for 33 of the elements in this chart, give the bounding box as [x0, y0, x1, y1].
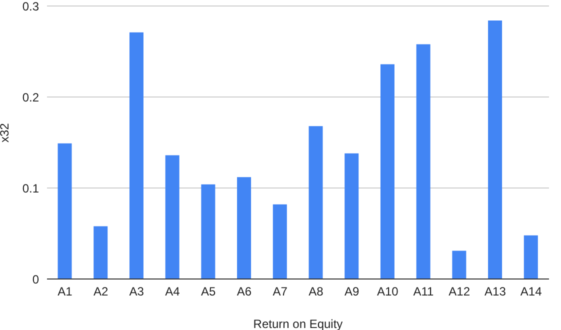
bar: [58, 143, 72, 279]
y-axis-title: x32: [0, 122, 12, 142]
x-tick-label: A14: [520, 284, 542, 299]
x-tick-label: A8: [308, 284, 324, 299]
bar: [488, 20, 502, 279]
y-tick-label: 0.1: [22, 181, 40, 196]
x-tick-label: A12: [448, 284, 470, 299]
bar: [452, 250, 466, 279]
bar: [272, 204, 287, 279]
x-tick-label: A7: [272, 284, 288, 299]
bar: [344, 153, 359, 279]
bar: [380, 64, 394, 279]
x-tick-label: A11: [413, 284, 434, 299]
bar: [94, 226, 108, 279]
x-tick-label: A1: [58, 284, 73, 299]
y-tick-label: 0: [32, 272, 40, 286]
x-tick-label: A3: [129, 284, 144, 299]
bar: [129, 32, 144, 279]
x-tick-label: A4: [165, 284, 180, 299]
bar: [416, 44, 430, 279]
y-tick-label: 0.3: [22, 0, 40, 14]
x-tick-label: A2: [93, 284, 108, 299]
x-tick-label: A10: [376, 284, 399, 299]
bar: [165, 155, 180, 279]
bar: [201, 184, 216, 279]
bar: [308, 126, 323, 279]
bar: [524, 235, 538, 279]
y-tick-label: 0.2: [22, 90, 40, 104]
x-tick-label: A5: [201, 284, 216, 299]
x-tick-label: A6: [236, 284, 252, 299]
x-tick-label: A13: [484, 284, 506, 299]
bar: [237, 177, 252, 279]
x-tick-label: A9: [344, 284, 360, 299]
